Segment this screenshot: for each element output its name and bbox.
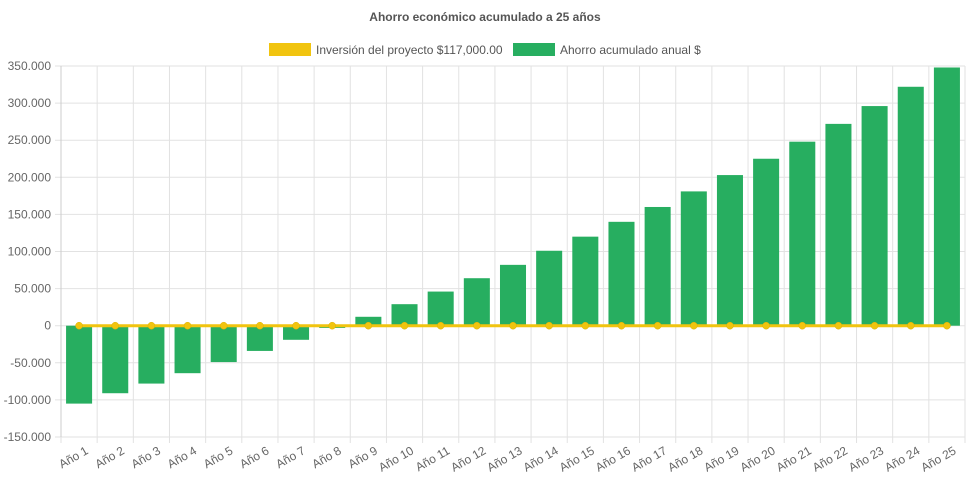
bar-2[interactable]: [102, 325, 129, 394]
x-tick-label: Año 9: [346, 443, 380, 471]
investment-point-7[interactable]: [292, 321, 300, 330]
investment-point-18[interactable]: [690, 321, 698, 330]
y-tick-label: 200.000: [8, 170, 52, 184]
x-tick-label: Año 7: [273, 443, 307, 471]
x-tick-label: Año 22: [810, 443, 850, 474]
investment-line: [75, 321, 951, 330]
x-tick-label: Año 24: [882, 443, 922, 474]
bar-7[interactable]: [283, 325, 310, 340]
investment-point-3[interactable]: [147, 321, 156, 330]
x-tick-label: Año 21: [774, 443, 814, 474]
y-tick-label: 350.000: [8, 59, 52, 73]
bar-5[interactable]: [210, 325, 237, 363]
legend: Inversión del proyecto $117,000.00 Ahorr…: [269, 43, 701, 57]
investment-point-2[interactable]: [111, 321, 119, 330]
y-tick-label: -150.000: [4, 430, 52, 444]
x-tick-label: Año 11: [413, 443, 452, 474]
x-tick-label: Año 23: [846, 443, 886, 474]
bar-17[interactable]: [644, 206, 671, 326]
bar-14[interactable]: [536, 250, 563, 326]
investment-point-12[interactable]: [473, 321, 481, 330]
y-tick-label: -100.000: [4, 393, 52, 407]
legend-label-savings[interactable]: Ahorro acumulado anual $: [560, 43, 701, 57]
chart-title: Ahorro económico acumulado a 25 años: [369, 10, 601, 24]
investment-point-16[interactable]: [617, 321, 626, 330]
x-tick-label: Año 12: [448, 443, 488, 474]
investment-point-5[interactable]: [219, 321, 228, 330]
investment-point-20[interactable]: [762, 321, 770, 330]
x-tick-label: Año 14: [521, 443, 561, 474]
investment-point-19[interactable]: [726, 321, 734, 330]
bar-6[interactable]: [246, 325, 273, 351]
legend-swatch-investment[interactable]: [269, 43, 311, 56]
x-tick-label: Año 18: [665, 443, 705, 474]
bar-20[interactable]: [753, 158, 780, 326]
bar-4[interactable]: [174, 325, 201, 374]
investment-point-9[interactable]: [364, 321, 373, 330]
x-tick-label: Año 15: [557, 443, 597, 474]
x-tick-label: Año 20: [738, 443, 778, 474]
y-tick-label: 0: [44, 319, 51, 333]
x-tick-label: Año 6: [237, 443, 271, 471]
bar-11[interactable]: [427, 291, 454, 326]
x-tick-label: Año 5: [201, 443, 235, 471]
bar-3[interactable]: [138, 325, 165, 384]
y-tick-label: 150.000: [8, 207, 52, 221]
investment-point-4[interactable]: [183, 321, 192, 330]
bar-9[interactable]: [355, 316, 382, 326]
investment-point-22[interactable]: [834, 321, 843, 330]
bar-22[interactable]: [825, 123, 852, 326]
x-tick-label: Año 16: [593, 443, 633, 474]
y-tick-label: 250.000: [8, 133, 52, 147]
investment-point-11[interactable]: [436, 321, 445, 330]
x-tick-label: Año 4: [165, 443, 199, 471]
investment-point-8[interactable]: [328, 321, 336, 330]
investment-point-21[interactable]: [798, 321, 807, 330]
bar-24[interactable]: [897, 86, 924, 326]
investment-point-6[interactable]: [256, 321, 264, 330]
y-tick-label: 50.000: [14, 282, 51, 296]
x-axis: Año 1 Año 2 Año 3 Año 4 Año 5 Año 6 Año 7 Año 8…: [56, 443, 958, 474]
bars: [66, 67, 960, 404]
investment-point-13[interactable]: [509, 321, 517, 330]
x-tick-label: Año 13: [485, 443, 525, 474]
bar-23[interactable]: [861, 106, 888, 326]
bar-18[interactable]: [680, 191, 707, 326]
bar-10[interactable]: [391, 304, 418, 326]
x-tick-label: Año 3: [129, 443, 163, 471]
bar-15[interactable]: [572, 236, 599, 326]
bar-13[interactable]: [499, 264, 527, 326]
investment-point-1[interactable]: [75, 321, 83, 330]
investment-point-10[interactable]: [400, 321, 409, 330]
bar-16[interactable]: [608, 221, 635, 326]
investment-point-24[interactable]: [907, 321, 915, 330]
bar-21[interactable]: [789, 141, 816, 326]
x-tick-label: Año 10: [376, 443, 416, 474]
x-tick-label: Año 2: [93, 443, 127, 471]
bar-19[interactable]: [716, 175, 743, 326]
legend-swatch-savings[interactable]: [513, 43, 555, 56]
x-tick-label: Año 8: [310, 443, 344, 471]
bar-25[interactable]: [933, 67, 960, 326]
bar-1[interactable]: [66, 325, 93, 404]
x-tick-label: Año 19: [702, 443, 742, 474]
investment-point-14[interactable]: [545, 321, 553, 330]
y-tick-label: 100.000: [8, 245, 52, 259]
x-tick-label: Año 17: [629, 443, 669, 474]
investment-point-15[interactable]: [581, 321, 590, 330]
investment-point-23[interactable]: [870, 321, 879, 330]
y-tick-label: -50.000: [10, 356, 51, 370]
investment-point-17[interactable]: [653, 321, 662, 330]
x-tick-label: Año 25: [918, 443, 958, 474]
legend-label-investment[interactable]: Inversión del proyecto $117,000.00: [316, 43, 503, 57]
y-axis: 350.000 300.000 250.000 200.000 150.000 100.0…: [4, 59, 62, 444]
x-tick-label: Año 1: [56, 443, 90, 471]
bar-12[interactable]: [463, 278, 490, 326]
y-tick-label: 300.000: [8, 96, 52, 110]
investment-point-25[interactable]: [943, 321, 951, 330]
